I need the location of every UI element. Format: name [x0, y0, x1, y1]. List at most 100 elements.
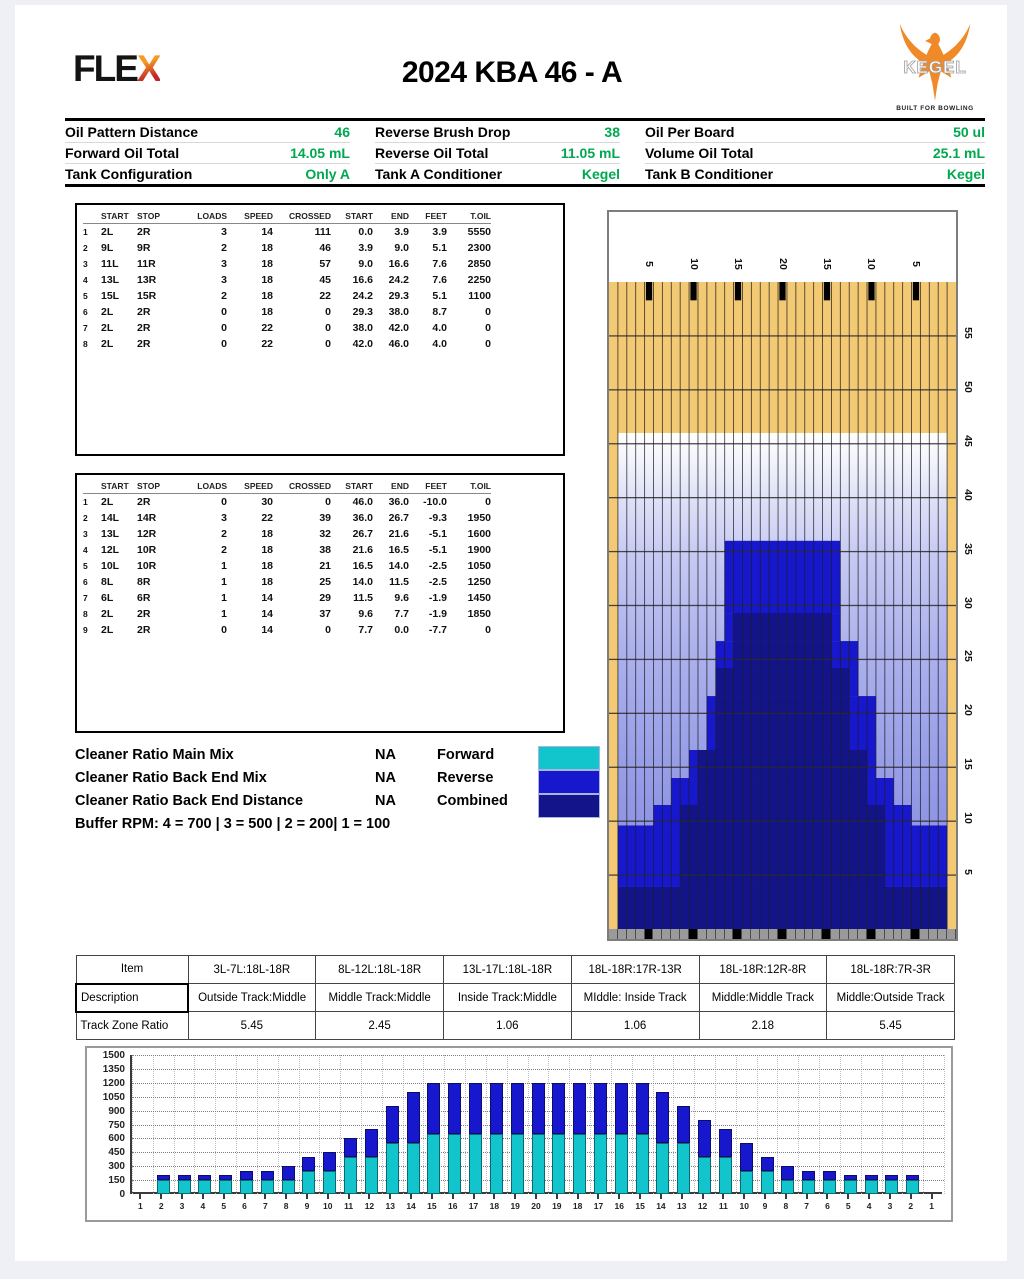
cell: 14.0 — [352, 575, 373, 588]
forward-bar-segment — [802, 1180, 816, 1194]
x-tick-mark — [285, 1194, 288, 1199]
info-value: 14.05 mL — [290, 145, 350, 161]
x-tick-label: 10 — [739, 1201, 749, 1211]
cell: 8R — [137, 575, 151, 588]
reverse-bar-segment — [573, 1082, 587, 1134]
info-value: 38 — [604, 124, 620, 140]
cell: 46 — [319, 241, 331, 254]
forward-pass-table: START STOP LOADS SPEED CROSSED START END FEET T.… — [75, 203, 565, 456]
reverse-bar-segment — [385, 1105, 399, 1144]
board-number-label: 5 — [909, 261, 922, 267]
strip-cell — [777, 929, 787, 939]
col-header: FEET — [409, 210, 447, 224]
cell: 10R — [137, 543, 157, 556]
kegel-eagle-icon: KEGEL — [899, 23, 971, 101]
x-tick-label: 1 — [929, 1201, 934, 1211]
forward-bar-segment — [344, 1156, 358, 1194]
cell: 4 — [83, 274, 88, 285]
strip-cell — [760, 929, 770, 939]
legend-swatch — [538, 770, 600, 794]
cell: -7.7 — [428, 623, 447, 636]
distance-label: 45 — [962, 434, 974, 447]
cell: 1950 — [467, 511, 491, 524]
cell: 21.6 — [352, 543, 373, 556]
info-row: Tank Configuration Only A — [65, 164, 350, 185]
col-header: LOADS — [183, 480, 227, 494]
x-tick-mark — [680, 1194, 683, 1199]
forward-bar-segment — [385, 1143, 399, 1194]
x-tick-mark — [701, 1194, 704, 1199]
reverse-bar-segment — [656, 1092, 670, 1144]
board-number-label: 15 — [820, 258, 833, 270]
strip-cell — [707, 929, 716, 939]
strip-cell — [609, 929, 618, 939]
x-tick-mark — [805, 1194, 808, 1199]
strip-cell — [938, 929, 947, 939]
cell: 9L — [101, 241, 114, 254]
cell: 8 — [83, 338, 88, 349]
cell: 15L — [101, 289, 120, 302]
cell: 2R — [137, 321, 151, 334]
cell: 13L — [101, 273, 120, 286]
info-row: Volume Oil Total 25.1 mL — [645, 143, 985, 164]
info-row: Reverse Brush Drop 38 — [375, 122, 620, 143]
pass-table: START STOP LOADS SPEED CROSSED START END FEET T.… — [83, 480, 491, 638]
cell: 3.9 — [432, 225, 447, 238]
cell: 2850 — [467, 257, 491, 270]
legend-item-label: Forward — [437, 747, 495, 763]
x-tick-label: 6 — [825, 1201, 830, 1211]
cell: 6 — [83, 576, 88, 587]
info-value: Kegel — [946, 166, 985, 182]
cell: 4.0 — [432, 337, 447, 350]
cell: 30 — [261, 495, 273, 508]
cell: 2 — [221, 527, 227, 540]
cell: 16.5 — [388, 543, 409, 556]
distance-label: 10 — [962, 812, 974, 824]
cell: 2L — [101, 623, 114, 636]
cell: 1600 — [467, 527, 491, 540]
cleaner-label: Cleaner Ratio Back End Mix — [75, 770, 267, 786]
horizontal-gridline — [132, 1055, 944, 1056]
y-tick-label: 1500 — [102, 1050, 125, 1061]
table-row: Item 3L-7L:18L-18R 8L-12L:18L-18R 13L-17L:1… — [75, 955, 955, 984]
forward-bar-segment — [573, 1133, 587, 1194]
forward-bar-segment — [906, 1180, 920, 1194]
x-tick-label: 7 — [804, 1201, 810, 1211]
ratio-cell: 2.45 — [315, 1011, 444, 1040]
row-label: Track Zone Ratio — [75, 1011, 189, 1040]
col-header: START — [101, 210, 137, 224]
x-tick-mark — [305, 1194, 308, 1199]
cell: 2L — [101, 321, 114, 334]
forward-bar-segment — [323, 1170, 337, 1194]
strip-cell — [618, 929, 627, 939]
forward-bar-segment — [635, 1133, 649, 1194]
cell: 5.1 — [432, 241, 447, 254]
chart-plot-area — [130, 1055, 945, 1194]
cell: 0 — [485, 495, 491, 508]
distance-label: 25 — [962, 650, 974, 663]
info-label: Tank Configuration — [65, 166, 193, 182]
forward-bar-segment — [885, 1180, 899, 1194]
cell: 39 — [319, 511, 331, 524]
cell: 29.3 — [388, 289, 409, 302]
y-tick-label: 1200 — [102, 1077, 125, 1089]
cell: 29 — [319, 591, 331, 604]
cell: 7.7 — [394, 607, 409, 620]
table-row: 2 9L 9R 2 18 46 3.9 9.0 5.1 2300 — [83, 240, 491, 256]
cell: 2300 — [467, 241, 491, 254]
strip-cell — [742, 929, 752, 939]
strip-cell — [671, 929, 681, 939]
x-tick-mark — [430, 1194, 433, 1199]
y-tick-label: 750 — [108, 1119, 125, 1131]
description-cell: Middle Track:Middle — [315, 983, 444, 1012]
cell: 2L — [101, 495, 114, 508]
board-number-label: 15 — [732, 258, 744, 270]
table-row: Description Outside Track:Middle Middle Tr… — [75, 982, 955, 1013]
x-tick-mark — [535, 1194, 537, 1199]
cell: 13R — [137, 273, 157, 286]
forward-bar-segment — [864, 1180, 878, 1194]
kegel-logo: KEGEL BUILT FOR BOWLING — [892, 22, 978, 112]
cleaner-label: Cleaner Ratio Back End Distance — [75, 793, 304, 809]
reverse-bar-segment — [240, 1170, 253, 1181]
cell: 6 — [83, 306, 88, 317]
